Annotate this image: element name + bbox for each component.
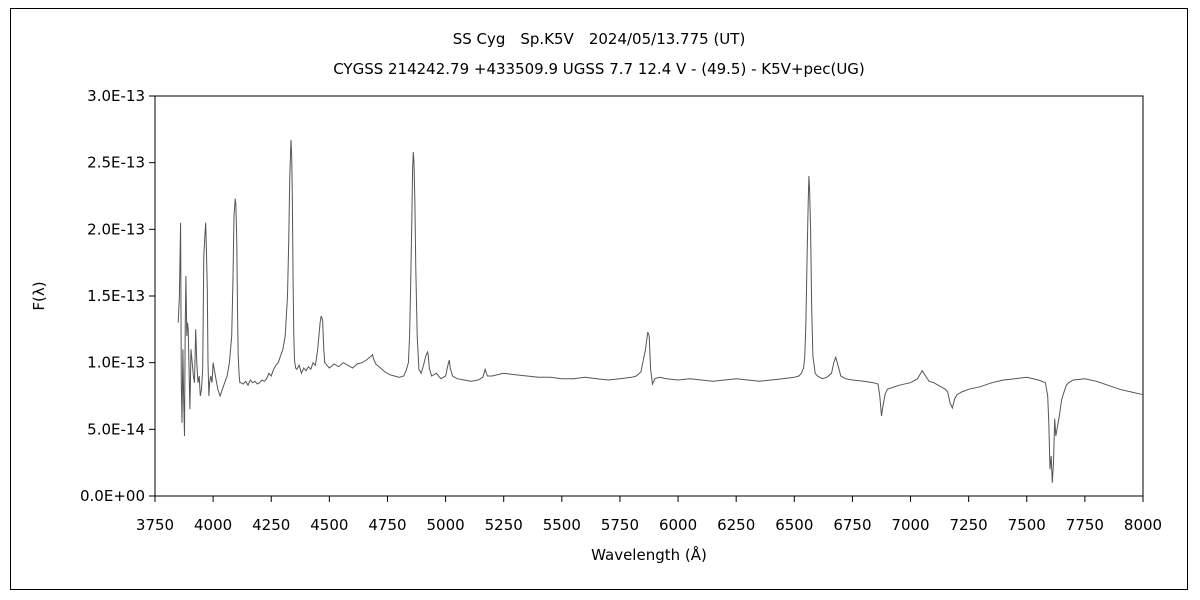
x-tick-label: 4750 [368, 516, 406, 534]
x-tick-label: 7000 [891, 516, 929, 534]
y-tick-label: 1.0E-13 [87, 354, 145, 372]
x-tick-label: 6500 [775, 516, 813, 534]
x-tick-label: 7250 [950, 516, 988, 534]
x-tick-label: 7500 [1008, 516, 1046, 534]
x-tick-label: 7750 [1066, 516, 1104, 534]
y-tick-label: 2.0E-13 [87, 220, 145, 238]
x-tick-label: 4000 [194, 516, 232, 534]
y-tick-label: 5.0E-14 [87, 420, 145, 438]
x-tick-label: 6250 [717, 516, 755, 534]
x-axis-label: Wavelength (Å) [591, 545, 707, 564]
y-tick-label: 0.0E+00 [80, 487, 145, 505]
plot-area [154, 95, 1144, 497]
x-tick-label: 5750 [601, 516, 639, 534]
y-tick-label: 2.5E-13 [87, 154, 145, 172]
x-tick-label: 3750 [136, 516, 174, 534]
chart-frame [10, 8, 1188, 590]
x-tick-label: 6000 [659, 516, 697, 534]
y-tick-label: 1.5E-13 [87, 287, 145, 305]
x-tick-label: 5250 [485, 516, 523, 534]
y-axis-label: F(λ) [30, 281, 48, 310]
x-tick-label: 6750 [833, 516, 871, 534]
chart-title: SS Cyg Sp.K5V 2024/05/13.775 (UT) [453, 30, 746, 48]
y-axis: 0.0E+00 5.0E-14 1.0E-13 1.5E-13 2.0E-13 2.5E-… [80, 87, 155, 505]
y-tick-label: 3.0E-13 [87, 87, 145, 105]
x-tick-label: 8000 [1124, 516, 1162, 534]
x-axis: 3750 4000 4250 4500 4750 5000 5250 5500 5750 6000… [136, 496, 1162, 534]
x-tick-label: 4500 [310, 516, 348, 534]
spectrum-line [177, 139, 1144, 483]
x-tick-label: 5000 [426, 516, 464, 534]
x-tick-label: 4250 [252, 516, 290, 534]
chart-subtitle: CYGSS 214242.79 +433509.9 UGSS 7.7 12.4 … [333, 60, 865, 78]
x-tick-label: 5500 [543, 516, 581, 534]
